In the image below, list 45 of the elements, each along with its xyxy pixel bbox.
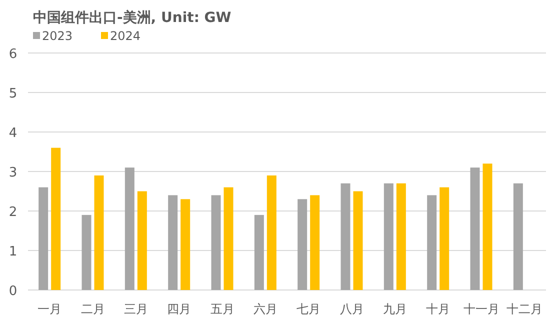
bar <box>94 175 104 290</box>
y-tick-label: 3 <box>8 166 18 180</box>
chart-title: 中国组件出口-美洲, Unit: GW <box>33 9 232 26</box>
y-tick-label: 2 <box>8 205 18 220</box>
bar <box>266 175 276 290</box>
bar <box>470 168 480 290</box>
y-tick-label: 4 <box>8 126 18 141</box>
x-tick-label: 十一月 <box>463 302 500 316</box>
bar <box>396 183 406 290</box>
legend-label: 2023 <box>42 29 73 43</box>
x-tick-label: 四月 <box>167 302 192 316</box>
bar <box>427 195 437 290</box>
x-tick-label: 三月 <box>124 302 148 316</box>
bar <box>224 187 234 290</box>
x-tick-label: 二月 <box>80 302 105 316</box>
bar <box>440 187 450 290</box>
bar <box>384 183 394 290</box>
bar <box>124 168 134 290</box>
bar <box>38 187 48 290</box>
bar <box>82 214 92 290</box>
bar <box>482 164 492 290</box>
y-tick-label: 1 <box>8 244 18 260</box>
x-tick-label: 六月 <box>253 302 278 316</box>
bar <box>137 191 147 290</box>
bar <box>180 199 190 290</box>
bar <box>353 191 363 290</box>
x-tick-label: 八月 <box>340 302 364 316</box>
bar <box>211 195 221 290</box>
y-tick-label: 6 <box>8 47 18 62</box>
bar <box>51 148 61 290</box>
bar <box>310 195 320 290</box>
y-tick-label: 5 <box>8 86 18 102</box>
x-tick-label: 七月 <box>296 302 321 316</box>
bar <box>254 214 264 290</box>
bar <box>168 195 178 290</box>
bar <box>298 199 308 290</box>
bar <box>513 183 523 290</box>
legend-label: 2024 <box>110 29 141 43</box>
x-tick-label: 九月 <box>382 302 407 316</box>
x-tick-label: 五月 <box>210 302 234 316</box>
x-tick-label: 一月 <box>38 302 62 316</box>
x-tick-label: 十二月 <box>506 302 542 316</box>
x-tick-label: 十月 <box>426 302 450 316</box>
y-tick-label: 0 <box>8 284 18 299</box>
bar <box>340 183 350 290</box>
